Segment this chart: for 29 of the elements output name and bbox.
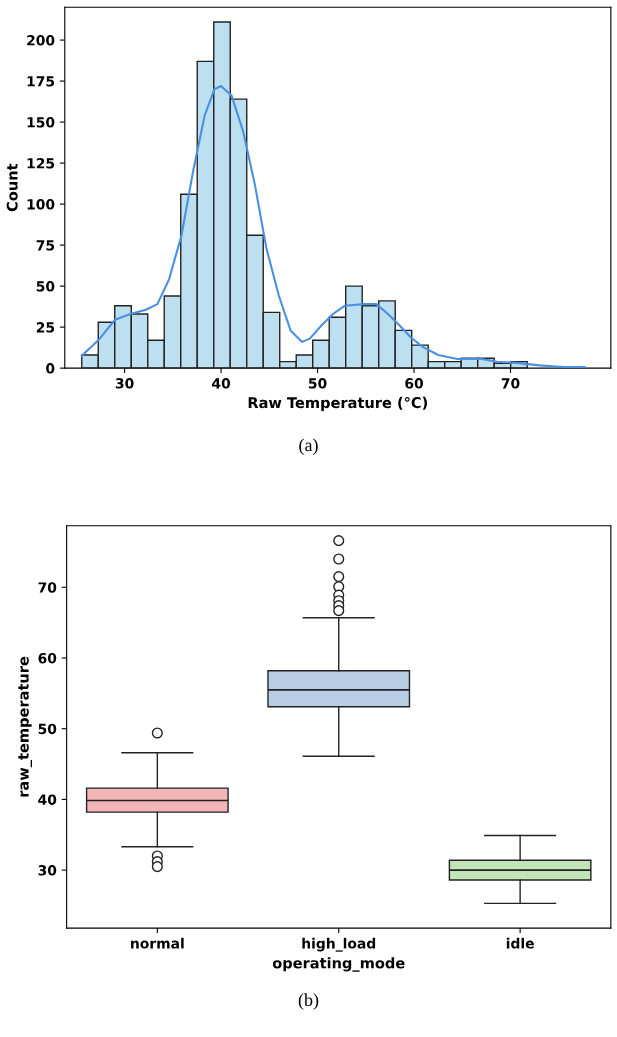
y-tick-label: 40 <box>38 794 57 805</box>
y-tick-label: 150 <box>27 117 55 128</box>
x-axis-title: operating_mode <box>272 957 405 972</box>
x-tick-label: 70 <box>501 378 520 389</box>
y-tick-label: 30 <box>38 865 57 876</box>
y-tick-label: 50 <box>38 723 57 735</box>
y-tick-label: 175 <box>27 76 55 87</box>
line-series <box>80 84 586 369</box>
y-tick-label: 75 <box>36 240 55 251</box>
x-tick-label: 50 <box>308 378 327 389</box>
y-tick-label: 100 <box>27 199 55 210</box>
y-axis-title: raw_temperature <box>18 656 33 797</box>
y-tick-label: 70 <box>38 582 57 593</box>
y-axis-title: Count <box>6 163 18 212</box>
y-tick-label: 25 <box>36 322 55 333</box>
y-tick-label: 125 <box>27 158 55 169</box>
x-tick-label: 60 <box>405 378 424 389</box>
x-axis-title: Raw Temperature (°C) <box>248 396 428 411</box>
y-tick-label: 200 <box>27 35 55 46</box>
x-tick-label: idle <box>506 937 534 949</box>
y-tick-label: 60 <box>38 652 57 664</box>
x-tick-label: normal <box>131 937 184 949</box>
text: (a) <box>299 438 318 455</box>
x-tick-label: high_load <box>302 937 376 952</box>
y-tick-label: 50 <box>36 281 55 292</box>
y-tick-label: 0 <box>46 363 55 374</box>
text: (b) <box>298 993 319 1010</box>
x-tick-label: 30 <box>115 378 134 389</box>
x-tick-label: 40 <box>212 378 231 389</box>
